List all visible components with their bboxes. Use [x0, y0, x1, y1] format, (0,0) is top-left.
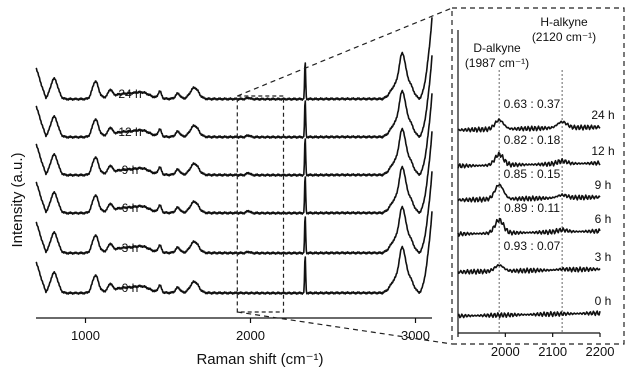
zoom-spectrum-line	[457, 118, 601, 133]
d-alkyne-wavenumber: (1987 cm⁻¹)	[465, 56, 529, 70]
zoom-ratio-labels: 0.93 : 0.07 0.89 : 0.11 0.85 : 0.15 0.82 : …	[504, 97, 561, 253]
zoom-ratio-label: 0.85 : 0.15	[504, 167, 561, 181]
zoom-spectrum-line	[457, 217, 601, 237]
main-x-tick-label: 3000	[401, 328, 430, 343]
zoom-ratio-label: 0.82 : 0.18	[504, 133, 561, 147]
main-time-label: 6 h	[122, 201, 139, 215]
zoom-ratio-label: 0.89 : 0.11	[504, 201, 560, 215]
zoom-spectrum-line	[457, 151, 601, 169]
main-x-tick-label: 1000	[71, 328, 100, 343]
zoom-panel-frame	[451, 7, 625, 345]
zoom-time-label: 6 h	[595, 212, 612, 226]
zoom-time-label: 3 h	[595, 250, 612, 264]
zoom-connector-bottom	[237, 311, 453, 345]
main-time-label: 24 h	[118, 87, 141, 101]
zoom-time-label: 12 h	[591, 144, 614, 158]
main-spectrum-line	[35, 93, 433, 177]
main-spectrum-line	[35, 55, 433, 139]
main-spectrum-line	[35, 171, 433, 255]
zoom-x-tick-label: 2000	[491, 344, 520, 359]
zoom-ratio-label: 0.93 : 0.07	[504, 239, 561, 253]
main-time-label: 9 h	[122, 163, 139, 177]
zoom-x-ticks: 2000 2100 2200	[457, 333, 615, 359]
zoom-spectrum-line	[457, 310, 601, 319]
main-spectrum-line	[35, 211, 433, 295]
zoom-spectrum-line	[457, 264, 601, 275]
zoom-spectra-group	[457, 118, 601, 319]
zoom-x-tick-label: 2100	[538, 344, 567, 359]
zoom-region-box	[236, 95, 285, 313]
main-spectra-panel: 0 h 3 h 6 h 9 h 12 h 24 h 1000 2000 3000 Raman …	[9, 17, 433, 368]
h-alkyne-wavenumber: (2120 cm⁻¹)	[532, 30, 596, 44]
zoom-x-tick-label: 2200	[586, 344, 615, 359]
zoom-connector-top	[237, 7, 453, 97]
zoom-ratio-label: 0.63 : 0.37	[504, 97, 561, 111]
zoom-time-labels: 0 h 3 h 6 h 9 h 12 h 24 h	[591, 108, 614, 308]
h-alkyne-label: H-alkyne	[540, 15, 588, 29]
main-time-labels: 0 h 3 h 6 h 9 h 12 h 24 h	[118, 87, 141, 295]
main-x-ticks: 1000 2000 3000	[71, 318, 430, 343]
zoom-spectrum-line	[457, 183, 601, 203]
main-spectra-group	[35, 17, 433, 295]
zoom-time-label: 0 h	[595, 294, 612, 308]
main-time-label: 3 h	[122, 241, 139, 255]
main-time-label: 12 h	[118, 125, 141, 139]
main-spectrum-line	[35, 17, 433, 101]
main-x-axis-title: Raman shift (cm⁻¹)	[196, 351, 323, 368]
zoom-time-label: 24 h	[591, 108, 614, 122]
main-time-label: 0 h	[122, 281, 139, 295]
zoom-time-label: 9 h	[595, 178, 612, 192]
main-x-tick-label: 2000	[236, 328, 265, 343]
main-y-axis-title: Intensity (a.u.)	[9, 152, 26, 247]
zoom-spectra-panel: 0 h 3 h 6 h 9 h 12 h 24 h 0.93 : 0.07 0.89 : 0…	[451, 7, 625, 359]
main-spectrum-line	[35, 131, 433, 215]
d-alkyne-label: D-alkyne	[473, 41, 521, 55]
